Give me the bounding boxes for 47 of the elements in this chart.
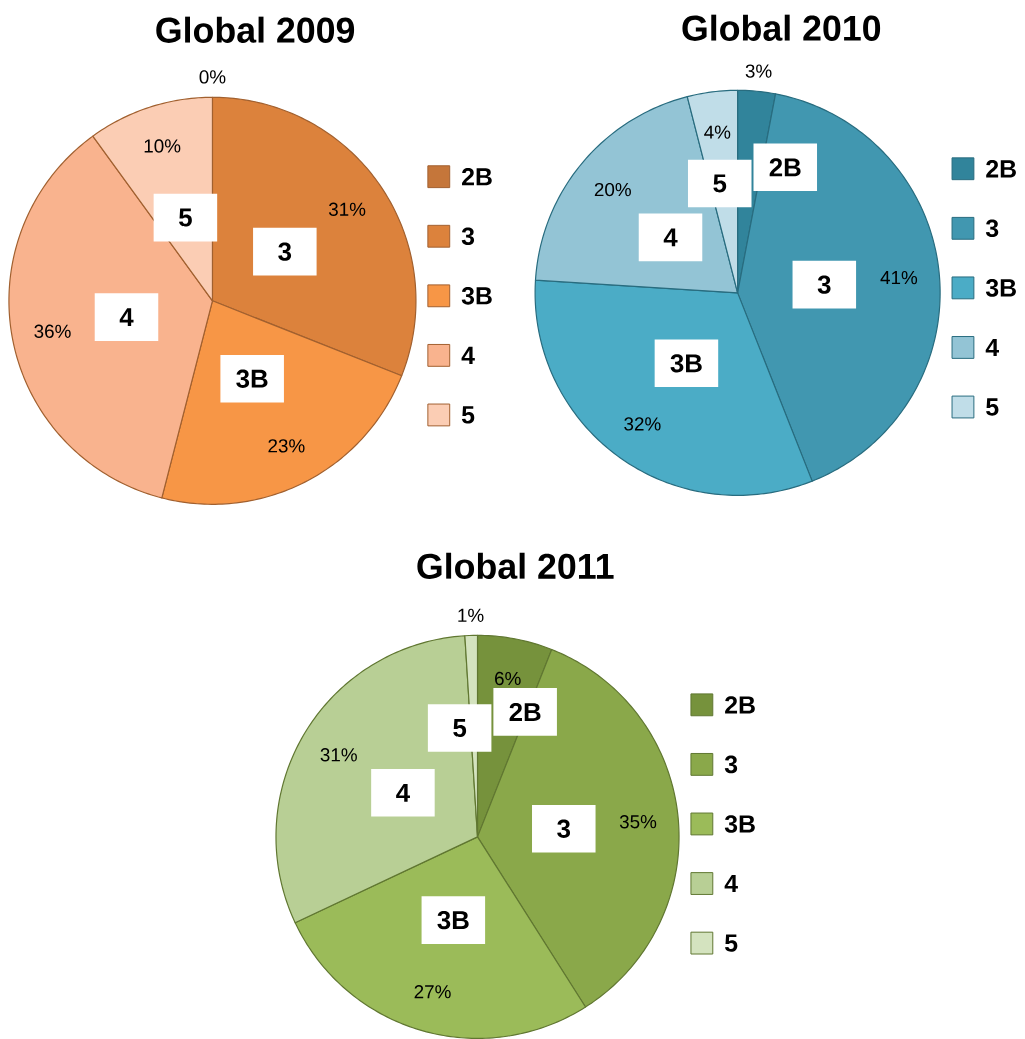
category-label: 2B <box>769 158 801 177</box>
data-label: 1% <box>458 608 484 622</box>
legend-label: 2B <box>461 168 492 186</box>
data-label: 36% <box>34 324 71 338</box>
legend-label: 5 <box>985 398 999 416</box>
legend-label: 3B <box>985 279 1016 297</box>
legend-label: 3B <box>724 815 755 833</box>
legend-label: 5 <box>724 934 738 952</box>
legend-label: 4 <box>724 874 738 893</box>
slice-label: 5 <box>178 208 192 227</box>
text: 0% <box>199 70 226 84</box>
chart-title: Global 2009 <box>156 16 354 43</box>
slice-label: 3B <box>670 354 702 373</box>
legend-label: 3 <box>724 755 737 774</box>
legend-label: 2B <box>985 160 1016 178</box>
slice-label: 3 <box>556 819 570 838</box>
legend-label: 3B <box>461 287 492 305</box>
data-label: 41% <box>880 271 917 285</box>
data-label: 31% <box>320 748 357 762</box>
legend-label: 4 <box>985 338 999 356</box>
chart-title: Global 2010 <box>682 14 880 41</box>
data-label: 6% <box>494 671 521 686</box>
slice-label: 4 <box>663 228 678 247</box>
data-label: 31% <box>328 202 366 216</box>
slice-label: 3 <box>278 242 291 261</box>
slice-label: 5 <box>713 174 726 193</box>
data-label: 35% <box>619 815 656 829</box>
data-label: 3% <box>745 64 772 78</box>
data-label: 4% <box>703 125 731 139</box>
slice-label: 3 <box>817 275 831 294</box>
slice-label: 3B <box>236 369 268 388</box>
chart-title: Global 2011 <box>417 552 614 579</box>
category-label: 5 <box>453 719 466 738</box>
slice-label: 3B <box>437 910 469 930</box>
slice-label: 4 <box>395 783 410 802</box>
slice-label: 2B <box>509 702 541 721</box>
data-label: 10% <box>144 139 181 153</box>
data-label: 23% <box>268 439 305 453</box>
legend-label: 4 <box>461 346 475 364</box>
data-label: 20% <box>594 182 631 197</box>
slice-label: 4 <box>119 308 134 327</box>
data-label: 32% <box>623 417 661 431</box>
legend-label: 5 <box>461 406 475 424</box>
legend-label: 3 <box>461 227 474 246</box>
data-label: 27% <box>414 985 451 999</box>
legend-label: 3 <box>985 219 998 238</box>
legend-label: 2B <box>724 696 755 714</box>
